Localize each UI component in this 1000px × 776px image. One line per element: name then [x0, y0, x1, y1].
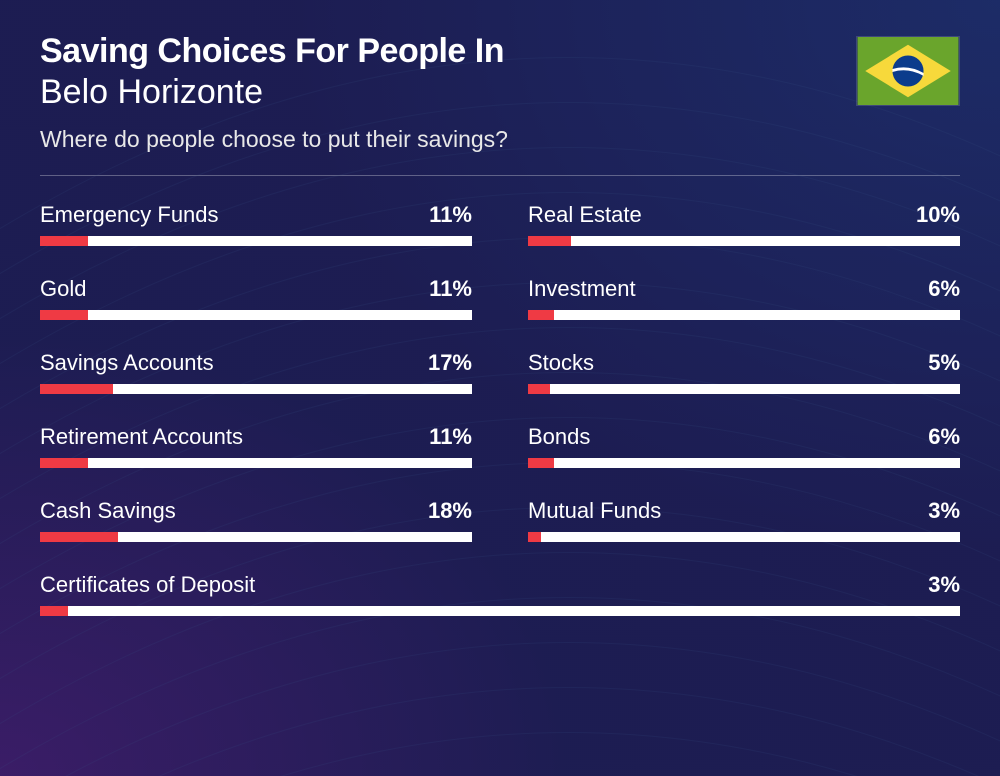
bar-item-label: Real Estate: [528, 202, 642, 228]
bar-item-label: Cash Savings: [40, 498, 176, 524]
bar-item-head: Gold 11%: [40, 276, 472, 302]
bar-track: [528, 310, 960, 320]
bar-item: Investment 6%: [528, 276, 960, 320]
bar-fill: [528, 384, 550, 394]
bar-track: [528, 458, 960, 468]
bar-item-label: Gold: [40, 276, 86, 302]
bar-item-value: 3%: [928, 572, 960, 598]
bar-item-value: 6%: [928, 276, 960, 302]
bar-track: [40, 236, 472, 246]
bar-fill: [40, 310, 88, 320]
bar-item-value: 10%: [916, 202, 960, 228]
bar-fill: [528, 532, 541, 542]
bar-item-head: Emergency Funds 11%: [40, 202, 472, 228]
bar-item-label: Investment: [528, 276, 636, 302]
bar-item: Retirement Accounts 11%: [40, 424, 472, 468]
bar-item: Bonds 6%: [528, 424, 960, 468]
divider: [40, 175, 960, 176]
bar-track: [40, 384, 472, 394]
bar-item-label: Emergency Funds: [40, 202, 219, 228]
bar-item-label: Retirement Accounts: [40, 424, 243, 450]
bar-item-head: Real Estate 10%: [528, 202, 960, 228]
bar-item-value: 6%: [928, 424, 960, 450]
bar-track: [40, 458, 472, 468]
bar-track: [40, 310, 472, 320]
title-line-2: Belo Horizonte: [40, 73, 960, 112]
header: Saving Choices For People In Belo Horizo…: [40, 32, 960, 153]
bar-item: Savings Accounts 17%: [40, 350, 472, 394]
bar-item-head: Investment 6%: [528, 276, 960, 302]
bar-track: [40, 532, 472, 542]
bar-item-label: Savings Accounts: [40, 350, 214, 376]
bar-fill: [40, 384, 113, 394]
bar-item-head: Mutual Funds 3%: [528, 498, 960, 524]
bar-item: Emergency Funds 11%: [40, 202, 472, 246]
bar-track: [528, 532, 960, 542]
bar-item-value: 17%: [428, 350, 472, 376]
bar-track: [40, 606, 960, 616]
bar-item-head: Stocks 5%: [528, 350, 960, 376]
bar-item: Mutual Funds 3%: [528, 498, 960, 542]
bar-item-value: 5%: [928, 350, 960, 376]
bar-item-head: Bonds 6%: [528, 424, 960, 450]
bar-fill: [40, 458, 88, 468]
subtitle: Where do people choose to put their savi…: [40, 126, 960, 153]
bar-item-value: 11%: [429, 424, 472, 450]
title-line-1: Saving Choices For People In: [40, 32, 960, 71]
bar-item-value: 11%: [429, 276, 472, 302]
bar-list: Emergency Funds 11% Real Estate 10% Gold 11% I…: [40, 202, 960, 616]
bar-item-label: Mutual Funds: [528, 498, 661, 524]
bar-track: [528, 236, 960, 246]
bar-fill: [528, 458, 554, 468]
bar-item-label: Certificates of Deposit: [40, 572, 255, 598]
bar-item-head: Cash Savings 18%: [40, 498, 472, 524]
bar-item: Real Estate 10%: [528, 202, 960, 246]
bar-item: Gold 11%: [40, 276, 472, 320]
bar-fill: [528, 236, 571, 246]
bar-item-label: Bonds: [528, 424, 590, 450]
bar-item-head: Certificates of Deposit 3%: [40, 572, 960, 598]
bar-item: Stocks 5%: [528, 350, 960, 394]
bar-track: [528, 384, 960, 394]
bar-item-label: Stocks: [528, 350, 594, 376]
bar-item-head: Retirement Accounts 11%: [40, 424, 472, 450]
bar-fill: [40, 236, 88, 246]
bar-item-value: 18%: [428, 498, 472, 524]
bar-item: Certificates of Deposit 3%: [40, 572, 960, 616]
bar-fill: [40, 606, 68, 616]
bar-fill: [40, 532, 118, 542]
bar-fill: [528, 310, 554, 320]
bar-item: Cash Savings 18%: [40, 498, 472, 542]
bar-item-head: Savings Accounts 17%: [40, 350, 472, 376]
bar-item-value: 3%: [928, 498, 960, 524]
bar-item-value: 11%: [429, 202, 472, 228]
brazil-flag-icon: [856, 36, 960, 106]
